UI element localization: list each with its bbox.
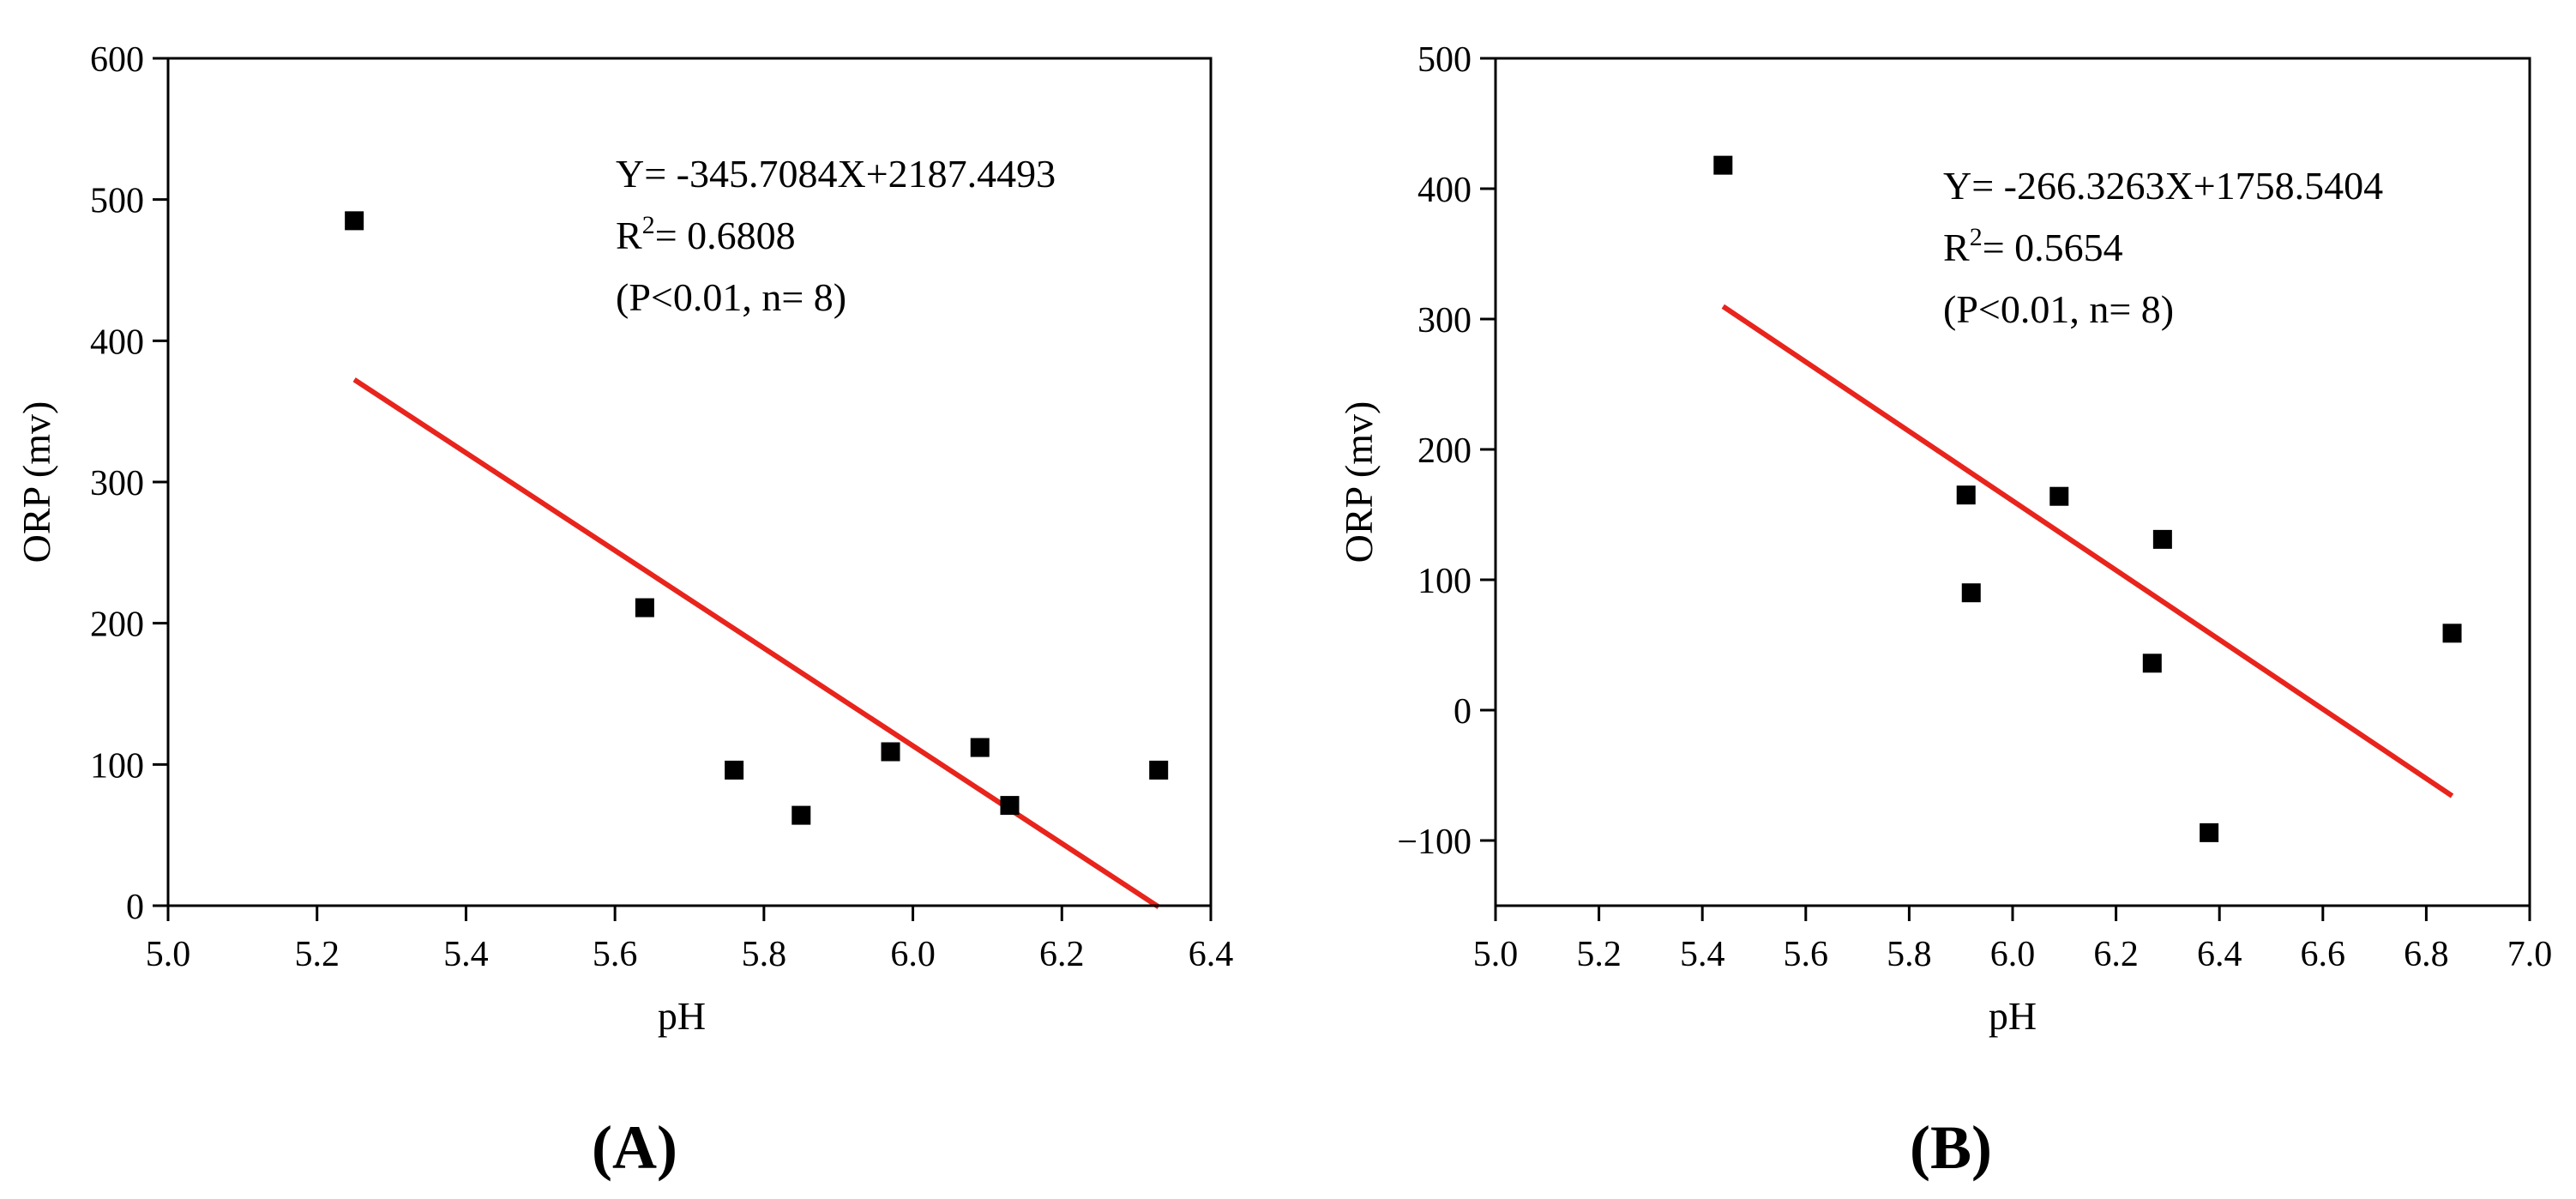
chart-b-r-squared-value: = 0.5654 — [1983, 226, 2123, 269]
y-tick-label: 300 — [1417, 301, 1472, 340]
chart-b-y-axis-title: ORP (mv) — [1337, 401, 1381, 563]
chart-a-r-squared-prefix: R — [616, 214, 642, 257]
x-tick-label: 5.2 — [294, 935, 340, 974]
y-tick-label: −100 — [1397, 822, 1472, 862]
chart-panel-a: 5.0 5.2 5.4 5.6 5.8 6.0 6.2 6.4 0 100 200 300 400 500… — [15, 40, 1233, 1182]
chart-a-panel-label: (A) — [592, 1113, 677, 1182]
x-tick-label: 6.0 — [890, 935, 936, 974]
data-point — [1961, 583, 1981, 603]
y-tick-label: 500 — [90, 182, 144, 221]
chart-panel-b: 5.0 5.2 5.4 5.6 5.8 6.0 6.2 6.4 6.6 6.8 7.0 −100 0 10… — [1337, 40, 2552, 1182]
regression-line — [1721, 304, 2454, 798]
chart-a-r-squared: R2= 0.6808 — [616, 211, 796, 257]
chart-a-stats: (P<0.01, n= 8) — [616, 275, 846, 319]
data-point — [970, 738, 990, 757]
chart-b-panel-label: (B) — [1910, 1113, 1992, 1182]
chart-b-r-squared-prefix: R — [1943, 226, 1970, 269]
regression-line — [352, 377, 1160, 909]
x-tick-label: 5.4 — [443, 935, 489, 974]
x-tick-label: 7.0 — [2507, 935, 2553, 974]
data-point — [2152, 529, 2172, 549]
chart-b-stats: (P<0.01, n= 8) — [1943, 287, 2174, 331]
x-tick-label: 5.8 — [1887, 935, 1932, 974]
y-tick-label: 200 — [1417, 431, 1472, 471]
chart-a-x-axis-title: pH — [658, 994, 706, 1038]
y-tick-label: 400 — [90, 322, 144, 362]
data-point — [635, 598, 654, 618]
x-tick-label: 5.6 — [1784, 935, 1829, 974]
chart-a-ticks: 5.0 5.2 5.4 5.6 5.8 6.0 6.2 6.4 0 100 200 300 400 500… — [90, 40, 1233, 974]
data-point — [345, 211, 364, 231]
data-point — [2442, 624, 2462, 643]
x-tick-label: 5.2 — [1576, 935, 1622, 974]
x-tick-label: 6.8 — [2404, 935, 2449, 974]
data-point — [725, 760, 744, 780]
chart-a-marks — [345, 211, 1169, 909]
chart-b-marks — [1713, 155, 2462, 842]
chart-b-r-squared-superscript: 2 — [1970, 223, 1983, 251]
y-tick-label: 100 — [90, 746, 144, 786]
y-tick-label: 200 — [90, 606, 144, 645]
y-tick-label: 0 — [1454, 692, 1472, 732]
y-tick-label: 500 — [1417, 40, 1472, 80]
data-point — [2049, 486, 2069, 506]
x-tick-label: 6.0 — [1990, 935, 2036, 974]
chart-a-y-axis-title: ORP (mv) — [15, 401, 58, 563]
x-tick-label: 5.4 — [1680, 935, 1725, 974]
x-tick-label: 5.8 — [742, 935, 787, 974]
data-point — [2142, 654, 2162, 673]
chart-b-x-axis-title: pH — [1989, 994, 2037, 1038]
chart-a-equation: Y= -345.7084X+2187.4493 — [616, 152, 1056, 196]
x-tick-label: 6.6 — [2301, 935, 2346, 974]
chart-a-r-squared-value: = 0.6808 — [655, 214, 796, 257]
y-tick-label: 100 — [1417, 562, 1472, 601]
chart-a-r-squared-superscript: 2 — [642, 211, 655, 239]
y-tick-label: 600 — [90, 40, 144, 80]
data-point — [1956, 485, 1976, 505]
x-tick-label: 6.2 — [1039, 935, 1085, 974]
x-tick-label: 5.0 — [1473, 935, 1519, 974]
data-point — [791, 805, 811, 825]
chart-b-ticks: 5.0 5.2 5.4 5.6 5.8 6.0 6.2 6.4 6.6 6.8 7.0 −100 0 10… — [1397, 40, 2552, 974]
x-tick-label: 5.6 — [593, 935, 638, 974]
chart-b-equation: Y= -266.3263X+1758.5404 — [1943, 164, 2383, 208]
x-tick-label: 6.4 — [1189, 935, 1234, 974]
y-tick-label: 300 — [90, 464, 144, 503]
x-tick-label: 5.0 — [146, 935, 191, 974]
data-point — [2200, 822, 2219, 842]
x-tick-label: 6.2 — [2093, 935, 2139, 974]
data-point — [1149, 760, 1169, 780]
data-point — [1000, 796, 1020, 816]
data-point — [1713, 155, 1733, 175]
data-point — [881, 742, 900, 762]
y-tick-label: 0 — [126, 888, 144, 927]
x-tick-label: 6.4 — [2197, 935, 2242, 974]
chart-b-r-squared: R2= 0.5654 — [1943, 223, 2123, 269]
y-tick-label: 400 — [1417, 171, 1472, 210]
